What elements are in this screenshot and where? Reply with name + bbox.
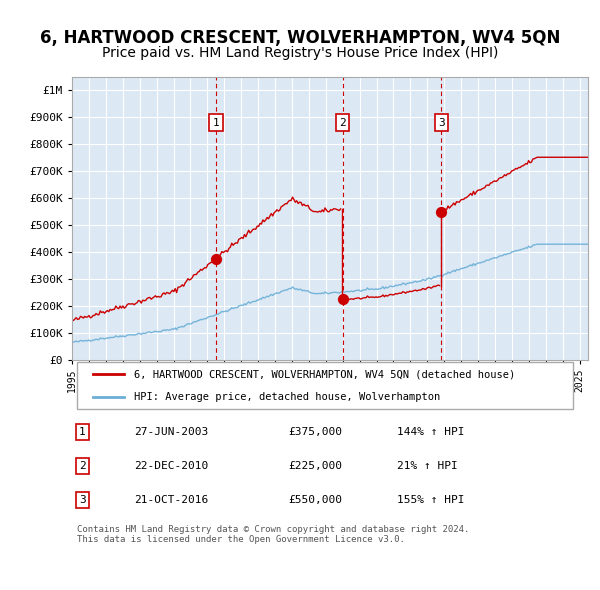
Text: 6, HARTWOOD CRESCENT, WOLVERHAMPTON, WV4 5QN: 6, HARTWOOD CRESCENT, WOLVERHAMPTON, WV4… (40, 30, 560, 47)
Text: 3: 3 (438, 117, 445, 127)
Text: £375,000: £375,000 (289, 427, 343, 437)
Text: 3: 3 (79, 495, 86, 505)
Text: 21% ↑ HPI: 21% ↑ HPI (397, 461, 458, 471)
Point (211, 254, 221, 264)
Text: 144% ↑ HPI: 144% ↑ HPI (397, 427, 464, 437)
Text: 155% ↑ HPI: 155% ↑ HPI (397, 495, 464, 505)
Text: 2: 2 (79, 461, 86, 471)
Text: Contains HM Land Registry data © Crown copyright and database right 2024.
This d: Contains HM Land Registry data © Crown c… (77, 525, 470, 544)
Text: 6, HARTWOOD CRESCENT, WOLVERHAMPTON, WV4 5QN (detached house): 6, HARTWOOD CRESCENT, WOLVERHAMPTON, WV4… (134, 369, 515, 379)
Text: Price paid vs. HM Land Registry's House Price Index (HPI): Price paid vs. HM Land Registry's House … (102, 46, 498, 60)
FancyBboxPatch shape (77, 362, 572, 409)
Text: 22-DEC-2010: 22-DEC-2010 (134, 461, 208, 471)
Text: 2: 2 (340, 117, 346, 127)
Point (437, 207, 446, 217)
Text: 21-OCT-2016: 21-OCT-2016 (134, 495, 208, 505)
Text: 1: 1 (212, 117, 219, 127)
Text: 1: 1 (79, 427, 86, 437)
Text: £225,000: £225,000 (289, 461, 343, 471)
Point (338, 294, 347, 304)
Text: 27-JUN-2003: 27-JUN-2003 (134, 427, 208, 437)
Text: HPI: Average price, detached house, Wolverhampton: HPI: Average price, detached house, Wolv… (134, 392, 440, 402)
Text: £550,000: £550,000 (289, 495, 343, 505)
